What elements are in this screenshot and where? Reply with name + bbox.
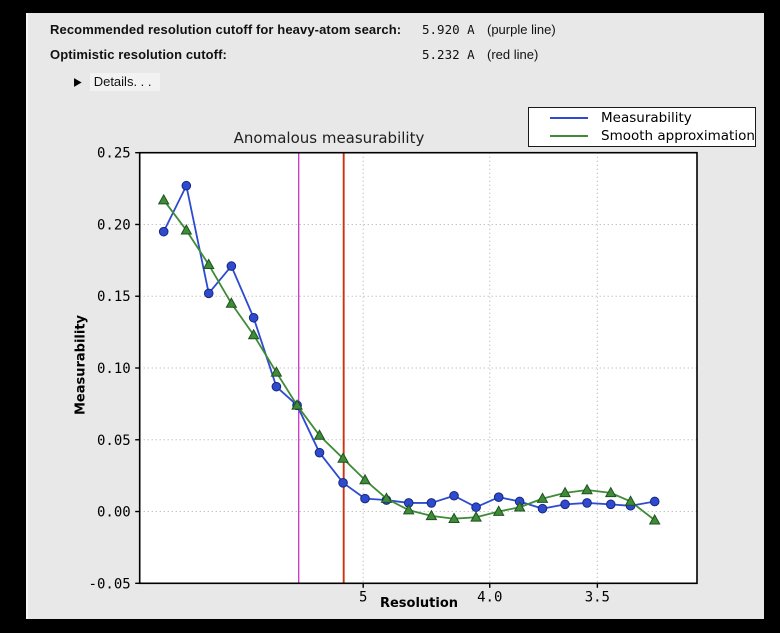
data-point-circle (292, 400, 302, 411)
y-tick-label: -0.05 (89, 576, 131, 592)
data-point-circle (381, 495, 392, 505)
data-point-triangle (581, 483, 593, 495)
data-point-triangle (313, 429, 326, 440)
data-point-circle (649, 496, 660, 507)
data-point-triangle (492, 505, 505, 516)
data-point-circle (271, 381, 282, 392)
data-point-circle (449, 490, 459, 501)
data-point-triangle (624, 495, 637, 506)
data-point-circle (471, 502, 481, 513)
data-point-triangle (180, 223, 193, 235)
data-point-circle (403, 498, 414, 508)
optimistic-cutoff-row: Optimistic resolution cutoff: 5.232 A (r… (28, 47, 764, 63)
y-tick-label: 0.10 (97, 361, 131, 377)
data-point-circle (338, 478, 348, 488)
legend-line-sample-blue (550, 116, 588, 119)
chart-title: Anomalous measurability (233, 129, 425, 147)
measurability-plot: 0.25 0.20 0.15 0.10 0.05 0.00 -0.05 5 4.0 3.5 (89, 146, 698, 605)
data-point-circle (314, 447, 325, 458)
data-point-circle (158, 226, 169, 237)
data-point-triangle (604, 486, 617, 498)
data-point-circle (426, 498, 437, 508)
details-label: Details. . . (89, 73, 160, 91)
plot-area (139, 152, 697, 584)
series-line-green (162, 199, 656, 521)
y-tick-label: 0.00 (97, 505, 131, 521)
data-point-triangle (359, 473, 371, 485)
data-point-triangle (225, 297, 238, 308)
y-tick-label: 0.15 (97, 289, 131, 305)
data-point-circle (360, 493, 370, 504)
data-point-triangle (380, 492, 393, 503)
plot-border (138, 151, 698, 585)
y-axis-label: Measurability (73, 314, 89, 416)
x-tick-label: 5 (359, 589, 367, 605)
data-point-triangle (648, 513, 661, 525)
y-tick-label: 0.20 (97, 217, 131, 233)
chart-legend: Measurability Smooth approximation (528, 107, 756, 147)
data-point-circle (493, 492, 504, 502)
data-point-circle (625, 500, 636, 511)
optimistic-cutoff-value: 5.232 A (422, 47, 475, 62)
recommended-cutoff-note: (purple line) (487, 22, 556, 37)
data-point-circle (582, 498, 592, 508)
data-point-circle (248, 312, 259, 323)
series-line-blue (162, 184, 655, 510)
data-point-triangle (202, 258, 215, 269)
data-point-circle (560, 499, 570, 510)
details-disclosure-button[interactable]: ▶ Details. . . (74, 73, 160, 91)
recommended-cutoff-label: Recommended resolution cutoff for heavy-… (50, 22, 402, 37)
data-point-circle (605, 499, 616, 510)
legend-label: Smooth approximation (601, 128, 755, 145)
data-point-triangle (157, 193, 170, 205)
x-tick-label: 3.5 (585, 589, 610, 605)
data-point-circle (514, 496, 525, 507)
data-point-triangle (470, 511, 482, 522)
data-point-circle (537, 503, 548, 514)
data-point-triangle (337, 452, 349, 463)
y-tick-label: 0.05 (97, 433, 131, 449)
data-point-triangle (425, 509, 438, 521)
data-point-triangle (448, 512, 460, 524)
data-point-circle (203, 288, 214, 299)
recommended-cutoff-row: Recommended resolution cutoff for heavy-… (28, 22, 764, 38)
x-tick-label: 4.0 (477, 589, 502, 605)
optimistic-cutoff-note: (red line) (487, 47, 539, 62)
data-point-triangle (247, 328, 260, 340)
data-point-triangle (513, 500, 526, 512)
data-point-triangle (291, 399, 303, 410)
disclosure-triangle-icon: ▶ (74, 75, 82, 89)
y-tick-label: 0.25 (97, 146, 131, 162)
legend-line-sample-green (550, 135, 588, 138)
data-point-triangle (402, 503, 415, 515)
data-point-triangle (559, 486, 571, 498)
data-point-triangle (536, 492, 549, 503)
data-point-circle (181, 180, 192, 191)
legend-label: Measurability (601, 109, 692, 126)
app-window: Recommended resolution cutoff for heavy-… (26, 13, 764, 619)
legend-item-smooth-approximation: Smooth approximation (529, 127, 755, 145)
data-point-circle (226, 261, 237, 271)
data-point-triangle (270, 366, 283, 377)
legend-item-measurability: Measurability (529, 109, 755, 127)
x-axis-label: Resolution (379, 596, 459, 611)
optimistic-cutoff-label: Optimistic resolution cutoff: (50, 47, 227, 62)
recommended-cutoff-value: 5.920 A (422, 22, 475, 37)
